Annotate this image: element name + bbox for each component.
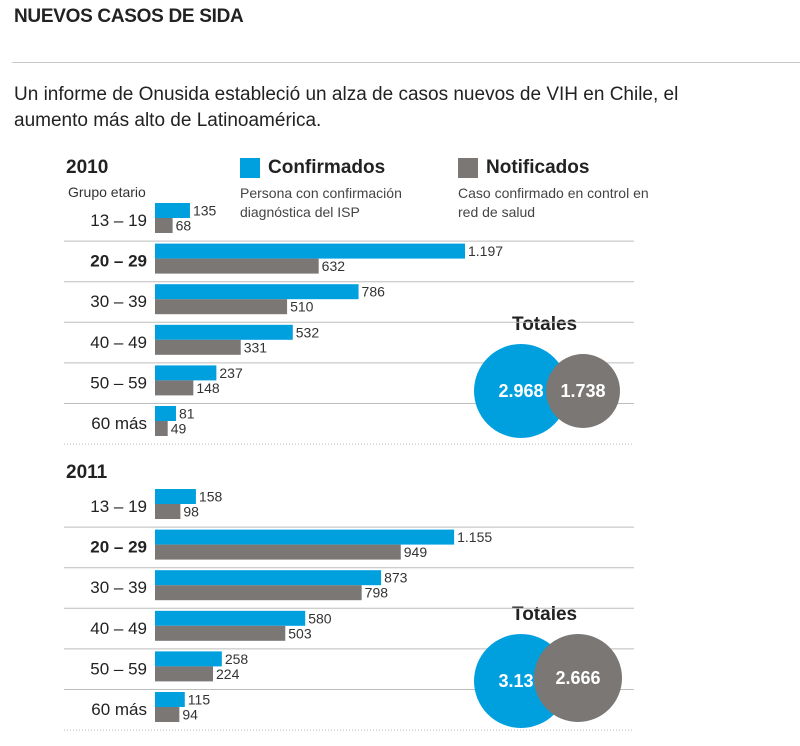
confirmados-value-label: 258 (225, 651, 249, 667)
notificados-value-label: 949 (404, 544, 428, 560)
total-notificados-2010: 1.738 (546, 354, 620, 428)
notificados-value-label: 94 (182, 707, 198, 723)
confirmados-value-label: 115 (188, 692, 211, 708)
confirmados-bar (155, 203, 190, 218)
confirmados-bar (155, 570, 382, 586)
notificados-bar (155, 339, 241, 355)
notificados-legend-label: Notificados (486, 157, 590, 178)
category-label: 50 – 59 (90, 373, 147, 392)
confirmados-value-label: 873 (384, 570, 408, 586)
category-label: 60 más (91, 700, 147, 719)
category-label: 60 más (91, 414, 147, 433)
notificados-bar (155, 707, 180, 722)
confirmados-bar (155, 651, 222, 667)
confirmados-bar (155, 692, 185, 707)
confirmados-value-label: 1.155 (457, 529, 492, 545)
confirmados-bar (155, 406, 176, 421)
confirmados-bar (155, 324, 293, 340)
category-label: 40 – 49 (90, 333, 147, 352)
totales-2011-label: Totales (512, 604, 578, 625)
notificados-bar (155, 380, 194, 396)
notificados-legend-desc: Caso confirmado en control en red de sal… (458, 185, 649, 220)
year-2010-label: 2010 (66, 157, 109, 178)
notificados-value-label: 510 (290, 299, 314, 315)
confirmados-value-label: 786 (362, 284, 386, 300)
category-label: 20 – 29 (90, 252, 147, 271)
confirmados-value-label: 1.197 (468, 243, 503, 259)
notificados-value-label: 503 (288, 625, 312, 641)
page-title: NUEVOS CASOS DE SIDA (14, 6, 244, 27)
confirmados-legend-label: Confirmados (268, 157, 386, 178)
confirmados-value-label: 532 (296, 324, 320, 340)
notificados-bar (155, 299, 288, 315)
confirmados-bar (155, 489, 196, 504)
notificados-bar (155, 218, 173, 233)
notificados-bar (155, 666, 214, 682)
category-label: 13 – 19 (90, 497, 147, 516)
category-label: 40 – 49 (90, 619, 147, 638)
notificados-bar (155, 585, 362, 601)
notificados-value-label: 798 (365, 585, 389, 601)
category-label: 30 – 39 (90, 292, 147, 311)
totales-2010-label: Totales (512, 314, 578, 335)
confirmados-value-label: 135 (193, 203, 217, 219)
notificados-value-label: 632 (322, 258, 346, 274)
confirmados-value-label: 237 (219, 365, 243, 381)
notificados-bar (155, 258, 319, 274)
confirmados-swatch (240, 158, 260, 178)
total-confirmados-2010: 2.968 (474, 344, 568, 438)
confirmados-bar (155, 529, 455, 545)
notificados-value-label: 331 (244, 339, 268, 355)
confirmados-bar (155, 610, 306, 626)
intro-text: Un informe de Onusida estableció un alza… (14, 84, 679, 131)
confirmados-bar (155, 243, 465, 259)
notificados-value-label: 224 (216, 666, 240, 682)
notificados-value-label: 49 (171, 421, 187, 437)
year-2011-label: 2011 (66, 462, 108, 483)
confirmados-legend-desc: Persona con confirmación diagnóstica del… (240, 185, 402, 220)
notificados-value-label: 68 (176, 218, 192, 234)
category-label: 30 – 39 (90, 578, 147, 597)
title-divider (12, 62, 800, 63)
notificados-bar (155, 421, 168, 436)
notificados-value-label: 148 (196, 380, 220, 396)
notificados-swatch (458, 158, 478, 178)
category-label: 13 – 19 (90, 211, 147, 230)
confirmados-bar (155, 284, 359, 300)
group-label: Grupo etario (68, 184, 146, 200)
notificados-bar (155, 504, 181, 519)
confirmados-value-label: 580 (308, 610, 332, 626)
notificados-bar (155, 625, 286, 641)
category-label: 20 – 29 (90, 538, 147, 557)
notificados-bar (155, 544, 401, 560)
confirmados-value-label: 81 (179, 406, 195, 422)
notificados-value-label: 98 (183, 504, 199, 520)
category-label: 50 – 59 (90, 659, 147, 678)
total-notificados-2011: 2.666 (534, 634, 622, 722)
confirmados-value-label: 158 (199, 489, 223, 505)
confirmados-bar (155, 365, 217, 381)
